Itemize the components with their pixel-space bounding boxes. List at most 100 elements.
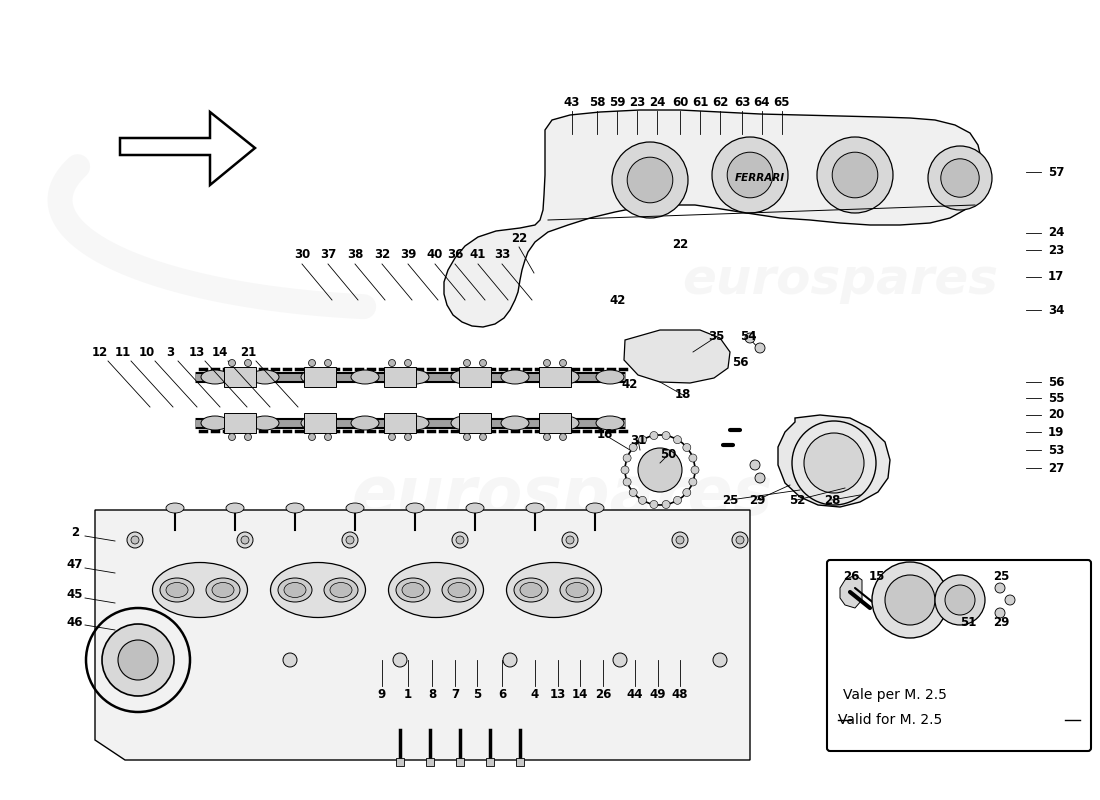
Text: 61: 61 <box>692 95 708 109</box>
Text: 44: 44 <box>627 689 644 702</box>
Ellipse shape <box>566 582 588 598</box>
Circle shape <box>562 532 578 548</box>
Text: 60: 60 <box>672 95 689 109</box>
Circle shape <box>283 653 297 667</box>
Polygon shape <box>95 510 750 760</box>
Ellipse shape <box>514 578 548 602</box>
Text: 56: 56 <box>1048 375 1065 389</box>
Ellipse shape <box>551 370 579 384</box>
Text: 42: 42 <box>621 378 638 391</box>
Text: Valid for M. 2.5: Valid for M. 2.5 <box>838 713 943 727</box>
Circle shape <box>672 532 688 548</box>
Circle shape <box>638 448 682 492</box>
Circle shape <box>691 466 698 474</box>
Text: 13: 13 <box>189 346 205 358</box>
Text: 10: 10 <box>139 346 155 358</box>
Text: 22: 22 <box>510 231 527 245</box>
Circle shape <box>566 536 574 544</box>
Text: 49: 49 <box>650 689 667 702</box>
Text: 47: 47 <box>67 558 84 571</box>
Text: 35: 35 <box>707 330 724 343</box>
Text: 64: 64 <box>754 95 770 109</box>
Text: 11: 11 <box>114 346 131 358</box>
Ellipse shape <box>551 416 579 430</box>
Circle shape <box>817 137 893 213</box>
Bar <box>304 413 336 433</box>
Ellipse shape <box>351 416 380 430</box>
Text: 12: 12 <box>92 346 108 358</box>
Ellipse shape <box>500 416 529 430</box>
Circle shape <box>393 653 407 667</box>
Text: 8: 8 <box>428 689 436 702</box>
Circle shape <box>712 137 788 213</box>
Circle shape <box>804 433 864 493</box>
Text: 28: 28 <box>824 494 840 506</box>
Text: 17: 17 <box>1048 270 1065 283</box>
Ellipse shape <box>596 416 624 430</box>
Circle shape <box>940 158 979 198</box>
Circle shape <box>650 431 658 439</box>
Circle shape <box>463 359 471 366</box>
Ellipse shape <box>442 578 476 602</box>
Circle shape <box>131 536 139 544</box>
Text: 13: 13 <box>550 689 566 702</box>
Circle shape <box>713 653 727 667</box>
Ellipse shape <box>402 416 429 430</box>
Circle shape <box>745 333 755 343</box>
Ellipse shape <box>346 503 364 513</box>
Circle shape <box>346 536 354 544</box>
Circle shape <box>102 624 174 696</box>
Ellipse shape <box>324 578 358 602</box>
Circle shape <box>543 359 550 366</box>
Ellipse shape <box>166 582 188 598</box>
Text: 58: 58 <box>588 95 605 109</box>
Circle shape <box>560 434 566 441</box>
Text: 24: 24 <box>649 95 666 109</box>
Circle shape <box>244 359 252 366</box>
Circle shape <box>480 359 486 366</box>
Text: 39: 39 <box>399 249 416 262</box>
Ellipse shape <box>271 562 365 618</box>
Circle shape <box>543 434 550 441</box>
Ellipse shape <box>201 370 229 384</box>
Circle shape <box>638 496 647 504</box>
Ellipse shape <box>402 370 429 384</box>
Ellipse shape <box>301 370 329 384</box>
Bar <box>224 413 256 433</box>
Text: 3: 3 <box>166 346 174 358</box>
Text: 1: 1 <box>404 689 412 702</box>
Circle shape <box>342 532 358 548</box>
Circle shape <box>503 653 517 667</box>
Circle shape <box>629 443 637 451</box>
Text: 38: 38 <box>346 249 363 262</box>
Text: 62: 62 <box>712 95 728 109</box>
Polygon shape <box>840 575 862 608</box>
Ellipse shape <box>526 503 544 513</box>
Ellipse shape <box>406 503 424 513</box>
Circle shape <box>229 434 235 441</box>
Circle shape <box>153 653 167 667</box>
Text: 29: 29 <box>993 615 1009 629</box>
Text: 22: 22 <box>672 238 689 251</box>
Ellipse shape <box>160 578 194 602</box>
Circle shape <box>732 532 748 548</box>
Ellipse shape <box>166 503 184 513</box>
FancyBboxPatch shape <box>827 560 1091 751</box>
Bar <box>384 367 416 387</box>
Ellipse shape <box>586 503 604 513</box>
Ellipse shape <box>560 578 594 602</box>
Ellipse shape <box>201 416 229 430</box>
Circle shape <box>452 532 468 548</box>
Polygon shape <box>778 415 890 507</box>
Circle shape <box>126 532 143 548</box>
Circle shape <box>623 454 631 462</box>
Text: 34: 34 <box>1048 303 1065 317</box>
Text: 26: 26 <box>595 689 612 702</box>
Text: 59: 59 <box>608 95 625 109</box>
Ellipse shape <box>226 503 244 513</box>
Text: 56: 56 <box>732 355 748 369</box>
Text: 51: 51 <box>960 615 976 629</box>
Ellipse shape <box>206 578 240 602</box>
Circle shape <box>388 359 396 366</box>
Text: 7: 7 <box>451 689 459 702</box>
